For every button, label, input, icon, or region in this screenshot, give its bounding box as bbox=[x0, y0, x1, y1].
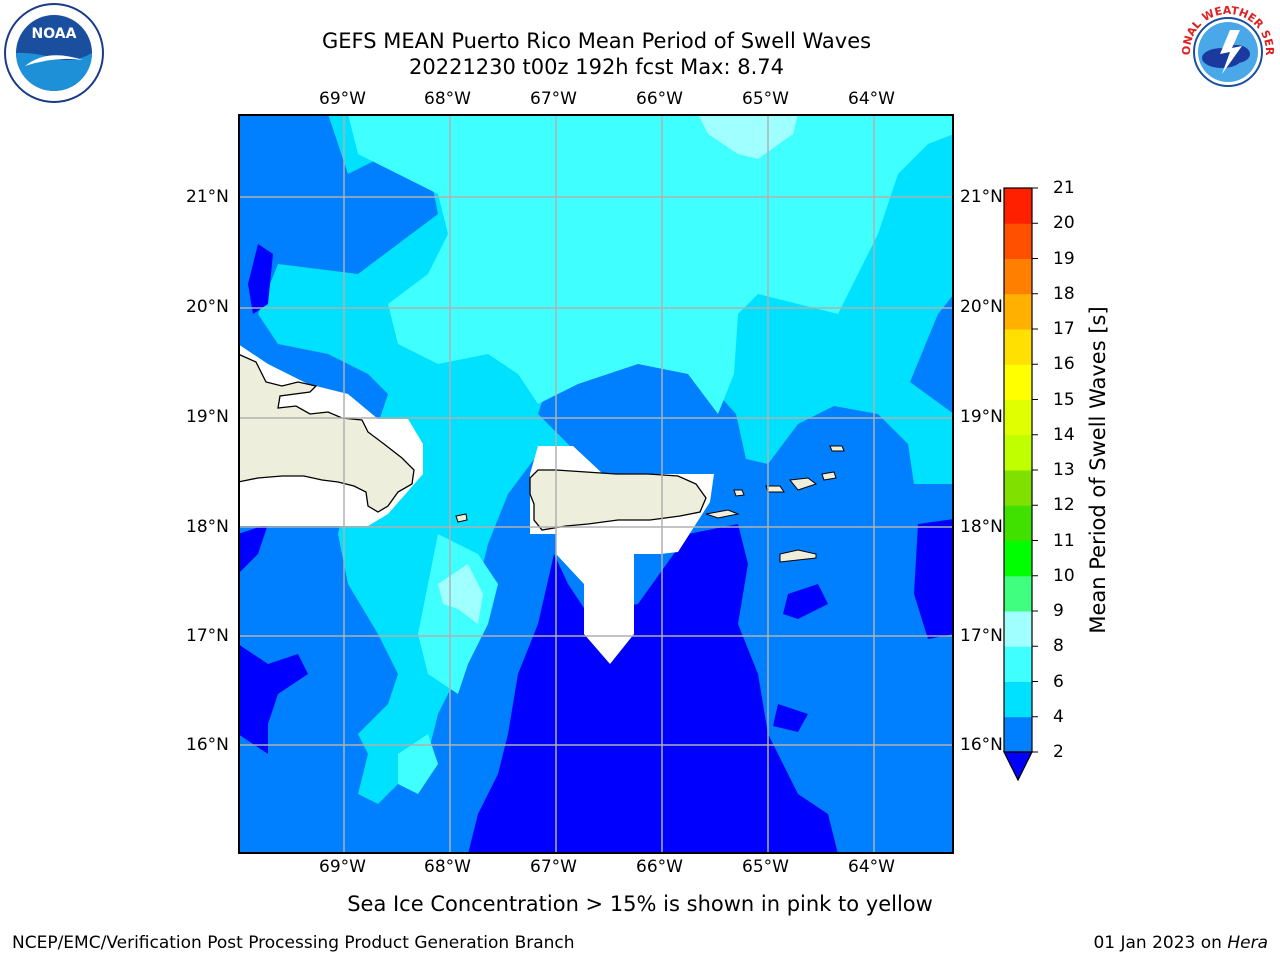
sea-ice-note: Sea Ice Concentration > 15% is shown in … bbox=[347, 892, 933, 916]
map-frame bbox=[238, 114, 954, 854]
chart-subtitle: 20221230 t00z 192h fcst Max: 8.74 bbox=[409, 55, 784, 79]
lat-tick-left: 18°N bbox=[186, 517, 229, 537]
colorbar-segment bbox=[1004, 364, 1032, 400]
colorbar-tick-label: 2 bbox=[1053, 742, 1064, 762]
colorbar-tick-label: 12 bbox=[1053, 495, 1075, 516]
colorbar-tick-label: 14 bbox=[1053, 424, 1075, 445]
colorbar-segment bbox=[1004, 646, 1032, 682]
footer-machine: Hera bbox=[1227, 933, 1268, 953]
nws-logo: NATIONAL WEATHER SERVICE bbox=[1178, 2, 1276, 100]
lat-tick-left: 17°N bbox=[186, 626, 229, 646]
map-gridlines bbox=[238, 114, 954, 854]
swell-band-below-2 bbox=[238, 524, 268, 574]
lon-tick-bottom: 66°W bbox=[636, 857, 683, 877]
lat-tick-right: 20°N bbox=[960, 297, 1003, 317]
lat-tick-right: 19°N bbox=[960, 407, 1003, 427]
footer-date-text: 01 Jan 2023 on bbox=[1093, 933, 1228, 953]
swell-band-below-2 bbox=[248, 244, 273, 314]
colorbar-tick-label: 6 bbox=[1053, 671, 1064, 692]
colorbar-tick-label: 13 bbox=[1053, 460, 1075, 480]
lat-tick-right: 16°N bbox=[960, 735, 1003, 755]
colorbar-segment bbox=[1004, 329, 1032, 365]
noaa-logo-text: NOAA bbox=[32, 26, 77, 42]
colorbar-tick-label: 15 bbox=[1053, 389, 1075, 410]
lat-tick-left: 21°N bbox=[186, 187, 229, 207]
footer-date: 01 Jan 2023 on Hera bbox=[1093, 932, 1268, 954]
colorbar-segment bbox=[1004, 611, 1032, 647]
lon-tick-top: 65°W bbox=[742, 89, 789, 109]
noaa-logo: NOAA bbox=[4, 3, 104, 103]
lon-tick-top: 68°W bbox=[424, 89, 471, 109]
lat-tick-left: 16°N bbox=[186, 735, 229, 755]
lat-tick-left: 20°N bbox=[186, 297, 229, 317]
colorbar-extend-min bbox=[1003, 751, 1033, 782]
colorbar-segment bbox=[1004, 293, 1032, 330]
swell-band-below-2 bbox=[783, 584, 828, 619]
lon-tick-top: 67°W bbox=[530, 89, 577, 109]
land-st-croix bbox=[779, 549, 817, 563]
colorbar-tick-label: 20 bbox=[1053, 213, 1075, 234]
colorbar-tick-label: 4 bbox=[1053, 706, 1064, 727]
colorbar-tick-label: 10 bbox=[1053, 565, 1075, 586]
colorbar-tick-label: 21 bbox=[1053, 178, 1075, 198]
lon-tick-bottom: 69°W bbox=[319, 857, 366, 877]
swell-band-6-8 bbox=[398, 734, 438, 794]
land-mona-island bbox=[455, 513, 468, 523]
lon-tick-bottom: 67°W bbox=[530, 857, 577, 877]
chart-title: GEFS MEAN Puerto Rico Mean Period of Swe… bbox=[321, 29, 872, 53]
colorbar-segment bbox=[1004, 575, 1032, 612]
lat-tick-right: 17°N bbox=[960, 626, 1003, 646]
swell-band-6-8 bbox=[418, 534, 498, 694]
colorbar-segment bbox=[1004, 681, 1032, 718]
swell-band-below-2 bbox=[773, 704, 808, 732]
swell-band-below-2 bbox=[238, 644, 308, 754]
lon-tick-bottom: 68°W bbox=[424, 857, 471, 877]
map-panel bbox=[238, 114, 954, 854]
colorbar-segment bbox=[1004, 223, 1032, 259]
colorbar-tick-label: 17 bbox=[1053, 319, 1075, 339]
lat-tick-right: 21°N bbox=[960, 187, 1003, 207]
lon-tick-bottom: 64°W bbox=[848, 857, 895, 877]
colorbar-tick-label: 16 bbox=[1053, 354, 1075, 375]
swell-band-6-8 bbox=[348, 114, 954, 414]
land-vieques bbox=[705, 509, 740, 519]
colorbar-tick-label: 9 bbox=[1053, 601, 1064, 621]
colorbar-title: Mean Period of Swell Waves [s] bbox=[1086, 306, 1110, 634]
swell-band-8-9 bbox=[698, 114, 798, 159]
colorbar bbox=[1003, 187, 1038, 782]
colorbar-segment bbox=[1004, 258, 1032, 295]
colorbar-segment bbox=[1004, 434, 1032, 471]
colorbar-tick-label: 19 bbox=[1053, 248, 1075, 269]
colorbar-tick-label: 18 bbox=[1053, 283, 1075, 304]
colorbar-segment bbox=[1004, 399, 1032, 436]
colorbar-segment bbox=[1004, 540, 1032, 577]
colorbar-tick-label: 11 bbox=[1053, 530, 1075, 551]
colorbar-tick-label: 8 bbox=[1053, 636, 1064, 657]
lon-tick-top: 69°W bbox=[319, 89, 366, 109]
land-virgin-islands bbox=[733, 445, 845, 497]
colorbar-segment bbox=[1004, 470, 1032, 506]
lat-tick-right: 18°N bbox=[960, 517, 1003, 537]
land-hispaniola bbox=[238, 353, 415, 513]
colorbar-segment bbox=[1004, 188, 1032, 224]
lon-tick-bottom: 65°W bbox=[742, 857, 789, 877]
lon-tick-top: 66°W bbox=[636, 89, 683, 109]
lat-tick-left: 19°N bbox=[186, 407, 229, 427]
lon-tick-top: 64°W bbox=[848, 89, 895, 109]
colorbar-segment bbox=[1004, 505, 1032, 541]
swell-band-below-2 bbox=[468, 524, 838, 854]
swell-band-below-2 bbox=[914, 519, 954, 639]
colorbar-segment bbox=[1004, 716, 1032, 753]
footer-credit: NCEP/EMC/Verification Post Processing Pr… bbox=[12, 933, 575, 953]
